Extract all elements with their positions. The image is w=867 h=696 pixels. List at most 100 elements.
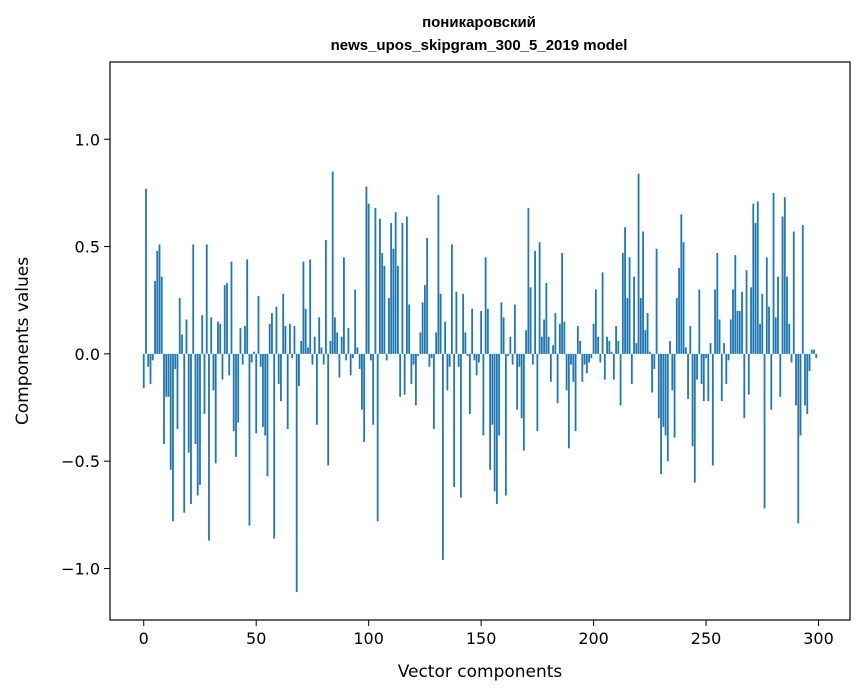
bar-295 [806,353,809,414]
bar-253 [711,353,714,466]
bar-119 [410,353,413,384]
bar-264 [736,310,739,354]
bar-168 [520,353,523,419]
bar-152 [484,257,487,354]
bar-39 [230,261,233,354]
bar-186 [561,253,563,354]
bar-172 [529,287,532,354]
bar-85 [334,317,336,354]
x-tick-label-50: 50 [246,629,266,648]
bar-169 [522,353,525,451]
bar-267 [743,353,746,419]
bar-129 [432,353,435,429]
bar-259 [725,353,728,384]
bar-20 [187,353,190,453]
bar-84 [331,171,334,354]
bar-122 [417,353,420,357]
bar-217 [630,353,633,384]
bar-251 [707,353,710,402]
chart-title-line1: поникаровский [422,14,536,31]
bar-157 [495,353,498,505]
bar-78 [318,317,321,354]
bar-77 [316,353,318,425]
bar-94 [354,289,357,354]
bar-263 [734,255,737,354]
bar-292 [799,353,802,436]
bar-150 [480,310,483,354]
bar-80 [322,353,325,365]
bar-254 [714,289,716,354]
bar-221 [639,298,642,354]
bar-37 [226,283,228,354]
bar-154 [489,353,492,470]
bar-285 [783,197,786,354]
bar-255 [716,253,719,354]
bar-45 [244,325,246,354]
bar-33 [217,321,219,354]
bar-261 [729,319,732,354]
bar-238 [678,268,680,354]
bar-68 [295,353,298,593]
plot-frame [109,61,851,621]
bar-64 [286,353,289,429]
bar-19 [185,319,188,354]
bar-231 [662,353,665,427]
bar-258 [723,343,725,354]
bar-266 [741,291,743,354]
bar-135 [446,353,449,391]
bar-170 [525,330,528,354]
bar-156 [493,353,496,492]
bar-205 [603,353,606,380]
bar-297 [810,349,813,354]
bar-125 [423,285,426,354]
bar-51 [257,295,260,354]
bar-195 [581,353,584,382]
bar-127 [428,353,431,367]
bar-92 [349,353,352,376]
bar-4 [151,353,154,361]
bar-182 [552,345,554,354]
bar-159 [500,302,503,354]
bar-147 [473,353,476,361]
bar-171 [527,207,530,354]
bar-87 [338,353,341,378]
bar-49 [253,351,255,354]
bar-105 [379,218,381,354]
y-tick-label-3: 0.5 [75,238,100,257]
bar-196 [583,353,586,365]
bar-72 [304,308,307,354]
bar-178 [543,319,545,354]
bar-240 [682,242,685,354]
bar-75 [311,353,314,365]
bar-73 [307,347,309,354]
bar-211 [617,341,620,354]
bar-109 [388,298,390,354]
bar-179 [545,283,548,354]
bar-140 [457,353,460,367]
bar-10 [165,353,168,397]
bar-117 [406,216,408,354]
bar-44 [241,353,244,365]
bar-277 [765,257,768,354]
bar-284 [781,216,784,354]
bar-189 [567,353,570,449]
bar-18 [183,353,186,513]
bar-54 [264,353,267,436]
bar-145 [468,353,471,414]
bar-249 [702,353,705,402]
bar-141 [459,353,462,498]
bar-241 [684,347,687,354]
bar-36 [223,285,226,354]
bar-155 [491,353,494,425]
bar-143 [464,332,467,354]
bar-244 [691,353,694,447]
y-axis-label: Components values [13,257,33,425]
bar-42 [237,353,240,423]
bar-197 [585,353,588,374]
bar-230 [660,353,662,475]
bar-102 [372,353,375,425]
bar-260 [727,353,730,361]
bar-76 [313,336,316,354]
bar-121 [415,353,417,406]
chart-title-line2: news_upos_skipgram_300_5_2019 model [331,37,628,54]
